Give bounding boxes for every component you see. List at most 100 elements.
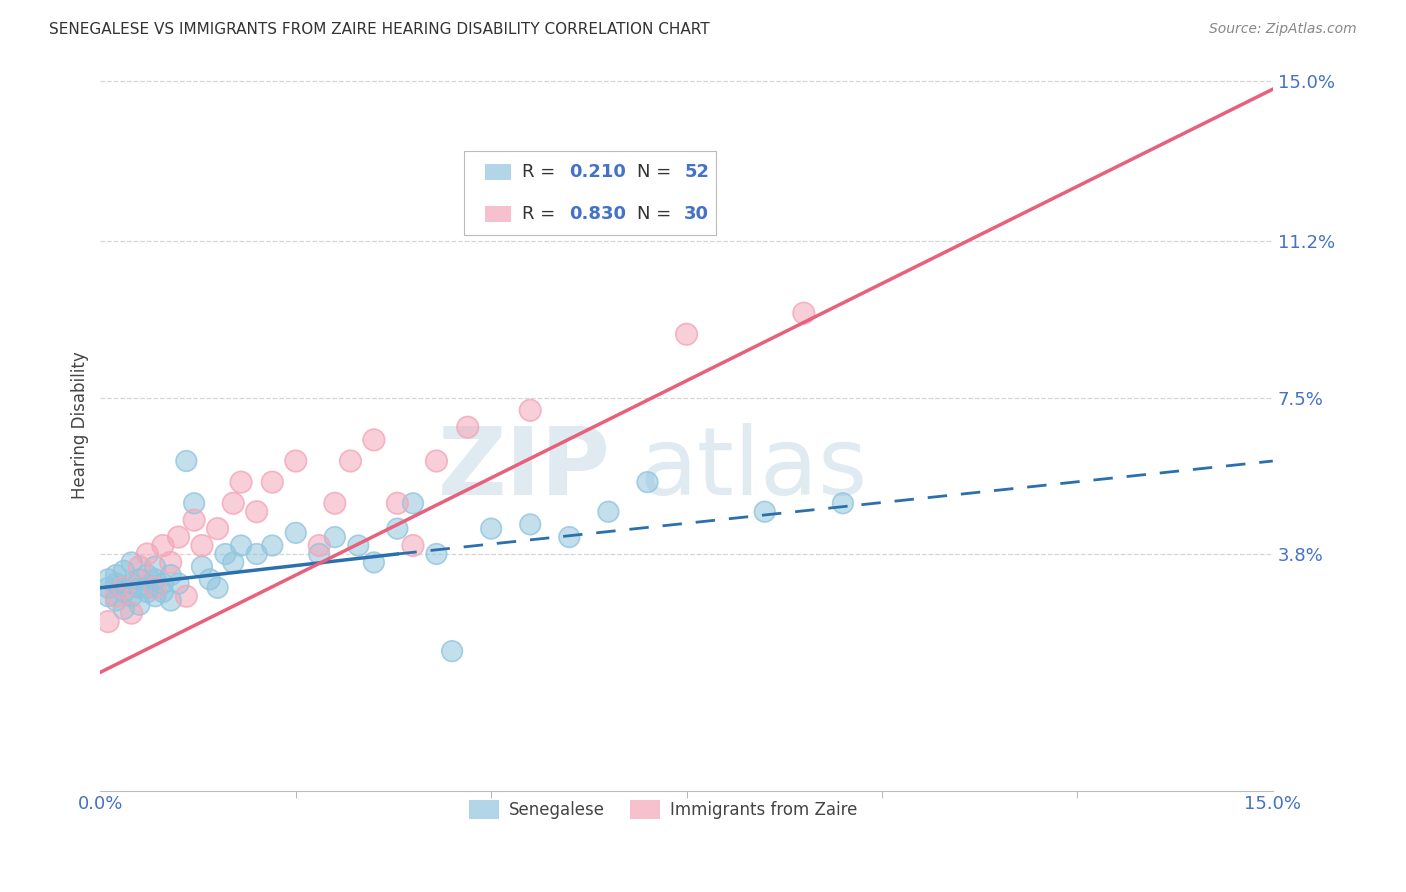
Point: [323, 496, 346, 510]
Point: [207, 581, 229, 595]
Point: [308, 547, 330, 561]
Point: [246, 505, 269, 519]
Point: [637, 475, 659, 490]
Point: [347, 539, 370, 553]
Point: [457, 420, 479, 434]
Point: [176, 454, 198, 468]
Text: R =: R =: [523, 205, 561, 223]
Point: [104, 589, 127, 603]
Point: [229, 475, 252, 490]
Point: [402, 539, 425, 553]
Point: [136, 568, 159, 582]
Point: [104, 568, 127, 582]
Point: [347, 539, 370, 553]
Point: [402, 496, 425, 510]
Point: [183, 496, 205, 510]
Point: [128, 572, 150, 586]
Point: [387, 496, 409, 510]
Point: [128, 581, 150, 595]
Point: [143, 589, 166, 603]
Point: [519, 403, 541, 417]
Point: [441, 644, 464, 658]
Point: [558, 530, 581, 544]
Point: [323, 496, 346, 510]
Point: [363, 556, 385, 570]
Point: [97, 589, 120, 603]
Point: [159, 556, 181, 570]
Point: [136, 568, 159, 582]
Text: R =: R =: [523, 163, 561, 181]
Legend: Senegalese, Immigrants from Zaire: Senegalese, Immigrants from Zaire: [463, 794, 863, 826]
Point: [831, 496, 853, 510]
Point: [339, 454, 361, 468]
Point: [112, 585, 135, 599]
Point: [121, 576, 143, 591]
Point: [121, 556, 143, 570]
Point: [191, 559, 214, 574]
Point: [284, 525, 307, 540]
Point: [558, 530, 581, 544]
Point: [97, 589, 120, 603]
Point: [112, 602, 135, 616]
Point: [198, 572, 221, 586]
Point: [143, 572, 166, 586]
Point: [128, 559, 150, 574]
Point: [97, 615, 120, 629]
Point: [121, 606, 143, 620]
Point: [598, 505, 620, 519]
Point: [262, 539, 284, 553]
Point: [104, 593, 127, 607]
Point: [425, 547, 447, 561]
Point: [793, 306, 815, 320]
Point: [104, 576, 127, 591]
Point: [246, 547, 269, 561]
Point: [323, 530, 346, 544]
Point: [191, 539, 214, 553]
Text: N =: N =: [637, 163, 678, 181]
Point: [136, 581, 159, 595]
Point: [519, 517, 541, 532]
Point: [128, 598, 150, 612]
Point: [143, 581, 166, 595]
Point: [323, 530, 346, 544]
Text: ZIP: ZIP: [437, 423, 610, 515]
Point: [308, 539, 330, 553]
Point: [229, 475, 252, 490]
Point: [457, 420, 479, 434]
Point: [112, 564, 135, 578]
Point: [128, 559, 150, 574]
Point: [479, 522, 502, 536]
Point: [519, 403, 541, 417]
Point: [136, 547, 159, 561]
Point: [519, 517, 541, 532]
Point: [183, 513, 205, 527]
Point: [128, 598, 150, 612]
Text: N =: N =: [637, 205, 678, 223]
Point: [97, 581, 120, 595]
Point: [198, 572, 221, 586]
Point: [97, 581, 120, 595]
Point: [754, 505, 776, 519]
Point: [136, 581, 159, 595]
Point: [754, 505, 776, 519]
Point: [112, 581, 135, 595]
Point: [229, 539, 252, 553]
Point: [112, 602, 135, 616]
Point: [425, 454, 447, 468]
Point: [167, 530, 190, 544]
Point: [425, 454, 447, 468]
Point: [262, 475, 284, 490]
Point: [152, 576, 174, 591]
Point: [284, 454, 307, 468]
Point: [143, 589, 166, 603]
Point: [831, 496, 853, 510]
Point: [159, 568, 181, 582]
Point: [104, 589, 127, 603]
Point: [112, 564, 135, 578]
Point: [598, 505, 620, 519]
Point: [402, 539, 425, 553]
Text: 30: 30: [685, 205, 709, 223]
Text: 52: 52: [685, 163, 709, 181]
Point: [112, 585, 135, 599]
Point: [159, 593, 181, 607]
